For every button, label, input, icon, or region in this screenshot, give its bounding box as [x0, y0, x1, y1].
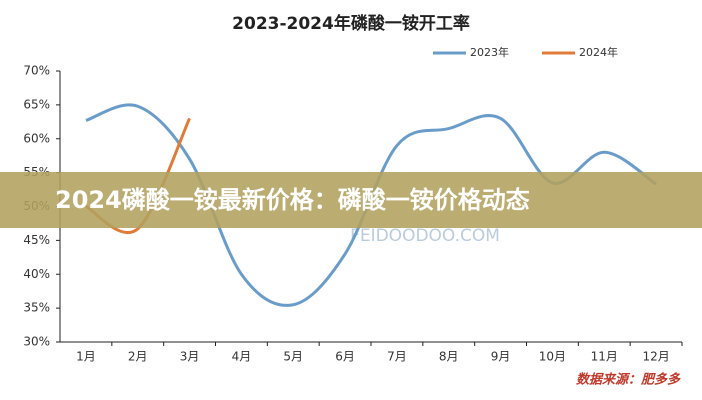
legend-label: 2024年	[579, 45, 618, 59]
banner-text: 2024磷酸一铵最新价格：磷酸一铵价格动态	[55, 186, 530, 214]
x-tick-label: 11月	[591, 350, 618, 364]
y-tick-label: 65%	[23, 97, 50, 111]
banner-band	[0, 172, 702, 228]
x-tick-label: 1月	[76, 350, 96, 364]
x-tick-label: 10月	[539, 350, 566, 364]
x-tick-label: 6月	[335, 350, 355, 364]
x-tick-label: 7月	[387, 350, 407, 364]
y-tick-label: 45%	[23, 233, 50, 247]
y-tick-label: 70%	[23, 64, 50, 78]
x-tick-label: 3月	[180, 350, 200, 364]
x-tick-label: 12月	[642, 350, 669, 364]
source: 数据来源：肥多多	[576, 372, 681, 388]
legend-label: 2023年	[470, 45, 509, 59]
y-tick-label: 60%	[23, 131, 50, 145]
x-tick-label: 8月	[439, 350, 459, 364]
x-tick-label: 2月	[128, 350, 148, 364]
x-tick-label: 9月	[491, 350, 511, 364]
x-tick-label: 4月	[232, 350, 252, 364]
watermark: FEIDOODOO.COM	[350, 226, 500, 246]
chart-title: 2023-2024年磷酸一铵开工率	[232, 13, 470, 34]
y-tick-label: 35%	[23, 301, 50, 315]
y-tick-label: 40%	[23, 267, 50, 281]
x-tick-label: 5月	[283, 350, 303, 364]
y-tick-label: 30%	[23, 335, 50, 349]
